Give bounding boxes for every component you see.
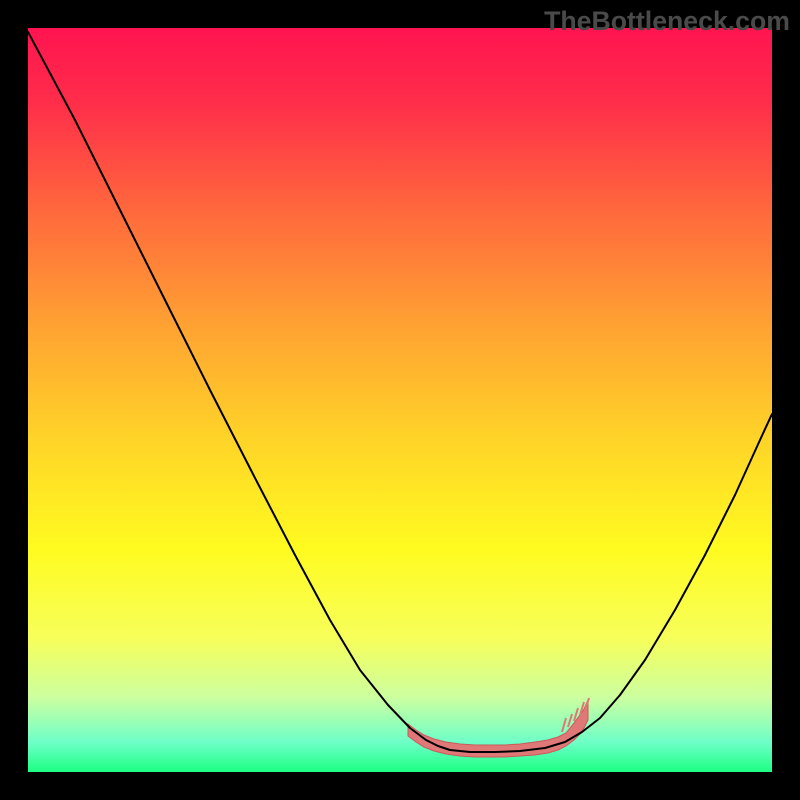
marker-band bbox=[408, 700, 588, 757]
curve-layer bbox=[28, 28, 772, 772]
watermark-label: TheBottleneck.com bbox=[544, 6, 790, 36]
watermark-text: TheBottleneck.com bbox=[544, 6, 790, 37]
marker-noise bbox=[568, 714, 572, 727]
marker-noise bbox=[562, 718, 566, 732]
chart-container: TheBottleneck.com bbox=[0, 0, 800, 800]
bottleneck-curve bbox=[28, 32, 772, 752]
plot-area bbox=[28, 28, 772, 772]
